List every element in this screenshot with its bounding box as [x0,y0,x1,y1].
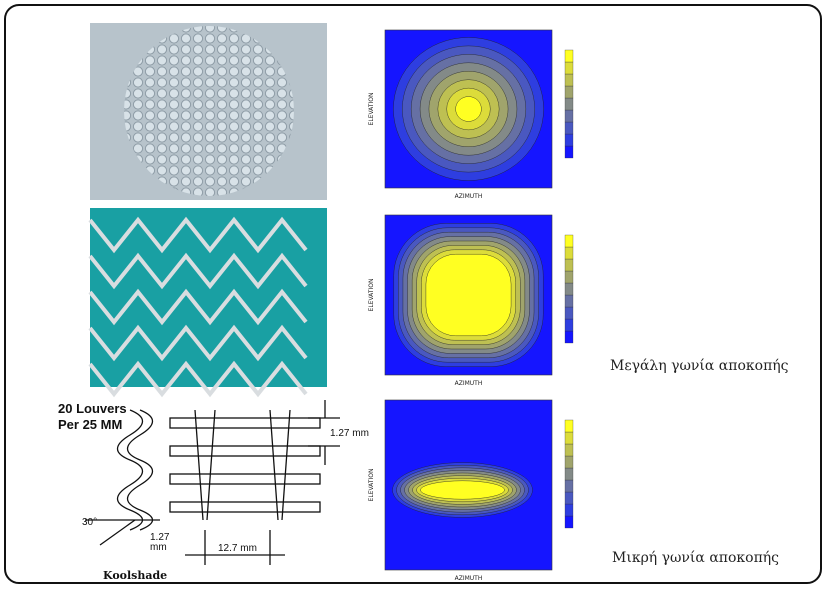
colorbar-step [564,330,574,344]
mesh [88,216,308,398]
label: Μεγάλη γωνία αποκοπής [610,357,789,374]
colorbar-step [564,85,574,99]
colorbar-step [564,121,574,135]
colorbar-step [564,294,574,308]
mesh-wire [88,288,308,326]
mesh-wire [88,324,308,362]
spacing-text: 1.27 mm [330,428,369,439]
louvers-text: 20 Louvers [58,401,127,416]
colorbar-step [564,234,574,248]
mesh-wire [88,360,308,398]
contours [393,223,544,367]
colorbar-step [564,306,574,320]
colorbar-step [564,258,574,272]
angle-text: 30° [82,517,97,528]
colorbar-step [564,109,574,123]
mesh-wire [88,216,308,254]
colorbar-step [564,455,574,469]
colorbar-step [564,503,574,517]
colorbar-step [564,61,574,75]
colorbar-step [564,49,574,63]
axis-title: AZIMUTH [455,575,483,582]
colorbar-step [564,419,574,433]
colorbar-step [564,97,574,111]
contours [393,37,544,181]
colorbar-step [564,145,574,159]
louvers-text: Per 25 MM [58,417,122,432]
contour [420,480,505,500]
thickness-text: 1.27 [150,532,170,543]
colorbar-step [564,443,574,457]
thickness-text: mm [150,542,167,553]
honeycomb [124,26,294,196]
contours [392,462,533,518]
colorbar-step [564,133,574,147]
axis-title: AZIMUTH [455,380,483,387]
colorbar-step [564,479,574,493]
colorbar-step [564,282,574,296]
mesh-wire [88,252,308,290]
width-text: 12.7 mm [218,543,257,554]
frame [4,4,822,584]
axis-title: ELEVATION [368,93,375,126]
contour [425,253,512,336]
colorbar-step [564,467,574,481]
label: Μικρή γωνία αποκοπής [612,549,779,566]
colorbar-step [564,318,574,332]
colorbar-step [564,431,574,445]
colorbar-step [564,515,574,529]
colorbar-step [564,246,574,260]
axis-title: ELEVATION [368,279,375,312]
colorbar-step [564,270,574,284]
axis-title: AZIMUTH [455,193,483,200]
caption: Koolshade [103,569,167,582]
colorbar-step [564,491,574,505]
colorbar-step [564,73,574,87]
axis-title: ELEVATION [368,469,375,502]
koolshade-diagram [85,400,340,565]
contour [455,96,482,122]
